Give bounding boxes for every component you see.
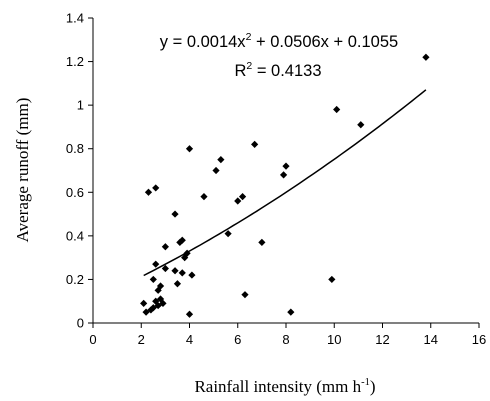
trendline [143, 89, 427, 277]
data-point [154, 301, 162, 310]
data-point [142, 308, 150, 316]
y-tick-label: 1.4 [66, 11, 84, 26]
data-point [287, 308, 295, 316]
data-point [156, 282, 165, 290]
data-point [185, 310, 194, 318]
data-point [161, 264, 169, 273]
data-point [333, 105, 341, 114]
data-point [282, 162, 290, 170]
data-point [241, 291, 249, 299]
x-tick-label: 12 [375, 332, 389, 347]
data-point [188, 271, 196, 279]
data-point [224, 230, 232, 238]
x-tick-label: 4 [186, 332, 193, 347]
data-point [140, 299, 148, 307]
data-point [212, 166, 220, 175]
data-points [140, 53, 430, 318]
y-tick-label: 1.2 [66, 54, 84, 69]
data-point [173, 280, 182, 288]
data-point [171, 267, 179, 275]
x-tick-label: 2 [138, 332, 145, 347]
data-point [161, 243, 169, 251]
x-tick-label: 6 [234, 332, 241, 347]
x-tick-label: 14 [424, 332, 438, 347]
y-axis-title: Average runoff (mm) [13, 98, 32, 243]
y-tick-label: 0.4 [66, 228, 84, 243]
data-point [258, 238, 266, 246]
y-tick-label: 1 [77, 98, 84, 113]
data-point [217, 156, 225, 164]
data-point [178, 269, 186, 277]
x-tick-label: 0 [89, 332, 96, 347]
y-tick-label: 0.8 [66, 141, 84, 156]
y-tick-label: 0 [77, 316, 84, 331]
x-axis-title: Rainfall intensity (mm h-1) [194, 377, 375, 396]
data-point [422, 53, 430, 61]
data-point [328, 275, 336, 284]
x-tick-label: 8 [282, 332, 289, 347]
data-point [171, 210, 179, 218]
data-point [149, 275, 157, 284]
y-tick-label: 0.2 [66, 272, 84, 287]
data-point [178, 236, 186, 244]
data-point [185, 145, 194, 153]
data-point [357, 121, 365, 129]
x-tick-label: 10 [327, 332, 341, 347]
data-point [279, 171, 288, 179]
data-point [234, 197, 242, 205]
r-squared-label: R2 = 0.4133 [234, 60, 321, 80]
data-point [238, 193, 247, 201]
equation-label: y = 0.0014x2 + 0.0506x + 0.1055 [160, 31, 398, 51]
data-point [152, 184, 160, 192]
y-tick-label: 0.6 [66, 185, 84, 200]
data-point [251, 140, 259, 148]
ticks: 0 2 4 6 8 10 12 14 16 0 0.2 0.4 0.6 0.8 1 1.2 1.4 [66, 11, 486, 348]
data-point [159, 299, 167, 307]
x-tick-label: 16 [472, 332, 486, 347]
data-point [200, 193, 208, 201]
data-point [154, 286, 162, 294]
data-point [144, 188, 153, 196]
data-point [152, 260, 160, 268]
